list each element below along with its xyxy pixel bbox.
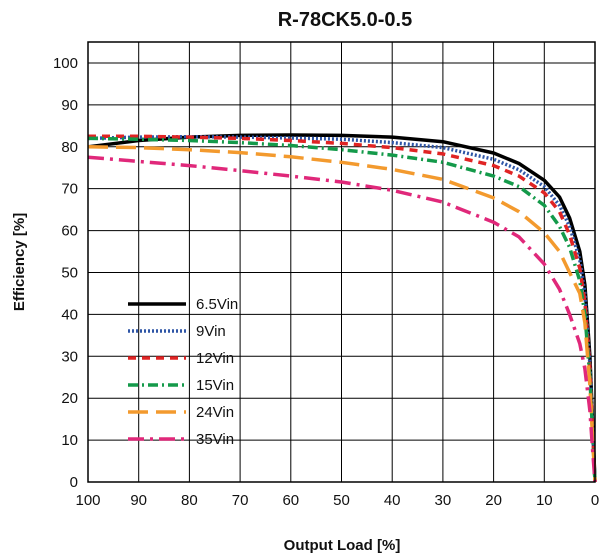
y-axis-label: Efficiency [%]	[11, 213, 28, 311]
y-tick-labels: 0 10 20 30 40 50 60 70 80 90 100	[53, 55, 78, 491]
chart-title: R-78CK5.0-0.5	[278, 9, 413, 31]
x-tick-label: 100	[75, 492, 100, 509]
x-tick-label: 40	[384, 492, 401, 509]
legend: 6.5Vin 9Vin 12Vin 15Vin 24Vin 35Vin	[128, 296, 238, 448]
y-tick-label: 30	[61, 348, 78, 365]
x-tick-label: 0	[591, 492, 599, 509]
y-tick-label: 80	[61, 139, 78, 156]
y-tick-label: 50	[61, 264, 78, 281]
x-tick-labels: 100 90 80 70 60 50 40 30 20 10 0	[75, 492, 599, 509]
series-line-35vin	[87, 155, 597, 483]
x-tick-label: 70	[232, 492, 249, 509]
grid	[87, 42, 596, 483]
x-tick-label: 90	[130, 492, 147, 509]
y-tick-label: 90	[61, 97, 78, 114]
x-tick-label: 60	[282, 492, 299, 509]
y-tick-label: 40	[61, 306, 78, 323]
series-line-24vin	[87, 145, 597, 483]
y-tick-label: 60	[61, 223, 78, 240]
y-tick-label: 70	[61, 181, 78, 198]
y-tick-label: 100	[53, 55, 78, 72]
legend-label-6.5vin: 6.5Vin	[196, 296, 238, 313]
series-line-15vin	[87, 136, 597, 483]
legend-label-9vin: 9Vin	[196, 323, 226, 340]
legend-label-12vin: 12Vin	[196, 350, 234, 367]
legend-label-35vin: 35Vin	[196, 431, 234, 448]
x-tick-label: 10	[536, 492, 553, 509]
y-tick-label: 10	[61, 432, 78, 449]
plot-frame	[87, 41, 596, 483]
x-tick-label: 30	[435, 492, 452, 509]
legend-label-15vin: 15Vin	[196, 377, 234, 394]
legend-label-24vin: 24Vin	[196, 404, 234, 421]
x-axis-label: Output Load [%]	[284, 537, 401, 554]
x-tick-label: 20	[485, 492, 502, 509]
x-tick-label: 80	[181, 492, 198, 509]
y-tick-label: 0	[70, 474, 78, 491]
series-line-9vin	[87, 134, 597, 483]
series-lines	[87, 133, 597, 483]
x-tick-label: 50	[333, 492, 350, 509]
y-tick-label: 20	[61, 390, 78, 407]
